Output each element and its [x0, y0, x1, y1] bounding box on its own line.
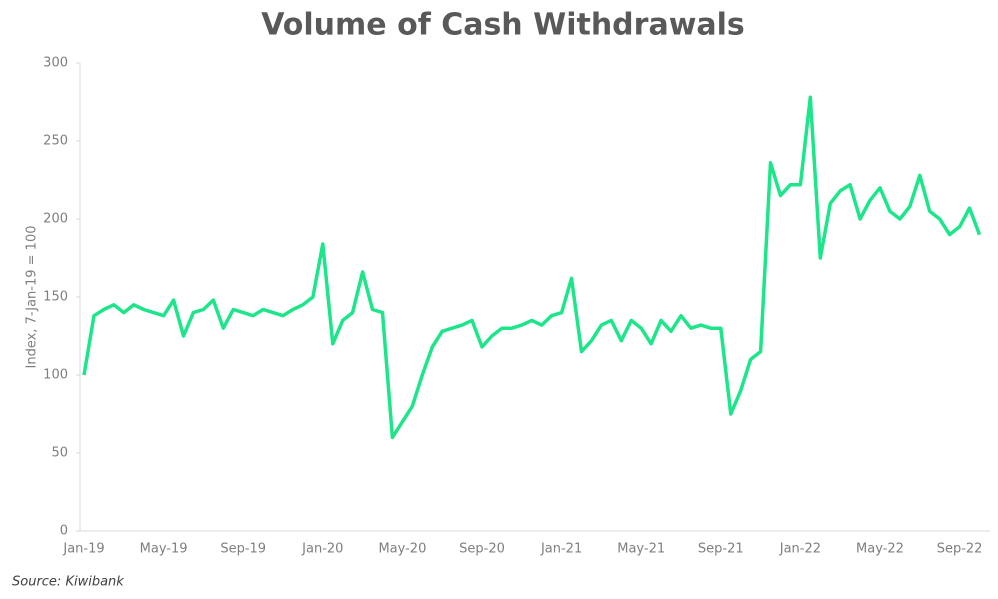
x-tick-label: May-20 [378, 542, 426, 557]
source: Source: Kiwibank [12, 575, 124, 590]
x-tick-label: Jan-19 [62, 542, 104, 557]
x-tick-label: Sep-22 [937, 542, 983, 557]
y-tick-label: 250 [43, 134, 68, 149]
y-tick-label: 100 [43, 368, 68, 383]
x-tick-label: May-22 [856, 542, 904, 557]
y-tick-label: 50 [51, 446, 68, 461]
x-tick-label: May-19 [140, 542, 188, 557]
x-tick-label: Sep-19 [220, 542, 266, 557]
x-tick-label: May-21 [617, 542, 665, 557]
y-tick-label: 0 [60, 524, 68, 539]
x-tick-label: Jan-22 [779, 542, 821, 557]
line [82, 95, 982, 440]
y-axis-label: Index, 7-Jan-19 = 100 [25, 226, 40, 369]
y-tick-label: 300 [43, 56, 68, 71]
y-tick-label: 150 [43, 290, 68, 305]
x-tick-label: Jan-20 [301, 542, 343, 557]
y-tick-label: 200 [43, 212, 68, 227]
chart-title: Volume of Cash Withdrawals [261, 8, 745, 43]
x-tick-label: Sep-20 [459, 542, 505, 557]
x-tick-label: Sep-21 [698, 542, 744, 557]
x-tick-label: Jan-21 [540, 542, 582, 557]
